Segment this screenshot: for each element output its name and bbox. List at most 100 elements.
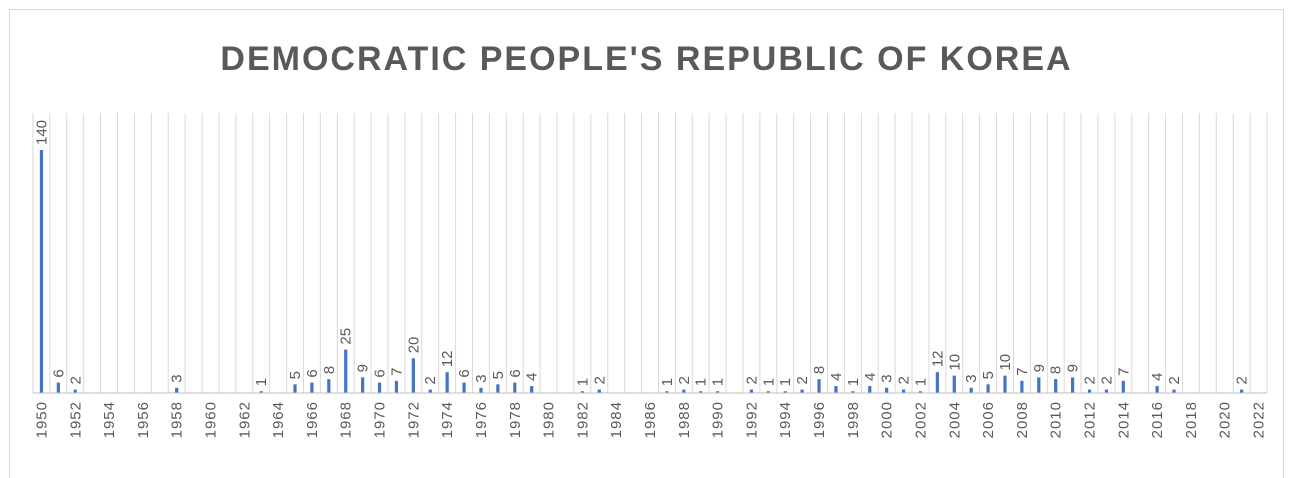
tick-label-2014: 2014 bbox=[1115, 401, 1132, 438]
data-label-2013: 2 bbox=[1098, 376, 1115, 384]
data-label-1975: 6 bbox=[456, 369, 473, 377]
data-label-2003: 12 bbox=[929, 350, 946, 367]
bar-1951 bbox=[56, 382, 60, 393]
tick-label-2020: 2020 bbox=[1217, 401, 1234, 438]
tick-label-2002: 2002 bbox=[912, 401, 929, 438]
data-label-2004: 10 bbox=[946, 354, 963, 371]
bar-1997 bbox=[834, 386, 838, 393]
bar-1974 bbox=[445, 372, 449, 393]
chart-frame bbox=[9, 9, 1284, 478]
chart-title: DEMOCRATIC PEOPLE'S REPUBLIC OF KOREA bbox=[220, 40, 1073, 78]
tick-label-1972: 1972 bbox=[405, 401, 422, 438]
tick-label-1960: 1960 bbox=[202, 401, 219, 438]
tick-label-1952: 1952 bbox=[67, 401, 84, 438]
data-label-1977: 5 bbox=[490, 371, 507, 379]
bar-2007 bbox=[1003, 375, 1007, 393]
data-label-1994: 1 bbox=[777, 378, 794, 386]
bar-2000 bbox=[885, 387, 889, 393]
data-label-1951: 6 bbox=[50, 369, 67, 377]
data-label-1970: 6 bbox=[372, 369, 389, 377]
bar-2006 bbox=[986, 384, 990, 393]
bar-1982 bbox=[580, 391, 584, 393]
bars bbox=[39, 150, 1244, 393]
data-label-1973: 2 bbox=[422, 376, 439, 384]
tick-label-1980: 1980 bbox=[541, 401, 558, 438]
data-label-1978: 6 bbox=[507, 369, 524, 377]
tick-label-1976: 1976 bbox=[473, 401, 490, 438]
bar-2009 bbox=[1037, 377, 1041, 393]
data-label-1988: 2 bbox=[676, 376, 693, 384]
data-label-2009: 9 bbox=[1031, 364, 1048, 372]
data-label-1989: 1 bbox=[693, 378, 710, 386]
x-axis-ticks: 1950 1952 1954 1956 1958 1960 1962 1964 1966 1968… bbox=[33, 401, 1267, 438]
data-label-1979: 4 bbox=[524, 373, 541, 381]
bar-1965 bbox=[293, 384, 297, 393]
tick-label-1974: 1974 bbox=[439, 401, 456, 438]
bar-1987 bbox=[665, 391, 669, 393]
data-label-2012: 2 bbox=[1082, 376, 1099, 384]
bar-1996 bbox=[817, 379, 821, 393]
bar-1963 bbox=[259, 391, 263, 393]
data-label-1999: 4 bbox=[862, 373, 879, 381]
data-label-1997: 4 bbox=[828, 373, 845, 381]
data-label-1992: 2 bbox=[743, 376, 760, 384]
bar-2013 bbox=[1104, 389, 1109, 393]
tick-label-1998: 1998 bbox=[845, 401, 862, 438]
data-label-2014: 7 bbox=[1115, 368, 1132, 376]
data-label-1971: 7 bbox=[388, 368, 405, 376]
tick-label-1950: 1950 bbox=[33, 401, 50, 438]
bar-2010 bbox=[1054, 379, 1058, 393]
bar-2016 bbox=[1155, 386, 1159, 393]
tick-label-1966: 1966 bbox=[304, 401, 321, 438]
data-label-1968: 25 bbox=[338, 328, 355, 345]
bar-1950 bbox=[39, 150, 44, 393]
data-label-1963: 1 bbox=[253, 378, 270, 386]
bar-1983 bbox=[597, 389, 601, 393]
data-label-1950: 140 bbox=[33, 120, 50, 145]
tick-label-1968: 1968 bbox=[338, 401, 355, 438]
bar-1979 bbox=[530, 386, 534, 393]
bar-1999 bbox=[868, 386, 872, 393]
data-label-2000: 3 bbox=[879, 374, 896, 382]
data-label-2010: 8 bbox=[1048, 366, 1065, 374]
tick-label-2010: 2010 bbox=[1048, 401, 1065, 438]
tick-label-1956: 1956 bbox=[135, 401, 152, 438]
bar-2001 bbox=[901, 389, 906, 393]
data-label-2002: 1 bbox=[912, 378, 929, 386]
tick-label-1970: 1970 bbox=[372, 401, 389, 438]
data-label-2008: 7 bbox=[1014, 368, 1031, 376]
bar-1966 bbox=[310, 382, 314, 393]
bar-2011 bbox=[1071, 377, 1075, 393]
tick-label-1994: 1994 bbox=[777, 401, 794, 438]
bar-1995 bbox=[800, 389, 804, 393]
tick-label-1990: 1990 bbox=[710, 401, 727, 438]
tick-label-2012: 2012 bbox=[1082, 401, 1099, 438]
tick-label-2008: 2008 bbox=[1014, 401, 1031, 438]
data-label-1952: 2 bbox=[67, 376, 84, 384]
tick-label-1988: 1988 bbox=[676, 401, 693, 438]
gridlines bbox=[32, 113, 1268, 393]
data-label-1965: 5 bbox=[287, 371, 304, 379]
bar-1992 bbox=[749, 389, 754, 393]
bar-2012 bbox=[1087, 389, 1092, 393]
tick-label-1982: 1982 bbox=[574, 401, 591, 438]
tick-label-2000: 2000 bbox=[879, 401, 896, 438]
tick-label-2006: 2006 bbox=[980, 401, 997, 438]
bar-1968 bbox=[344, 349, 348, 393]
tick-label-1962: 1962 bbox=[236, 401, 253, 438]
tick-label-1964: 1964 bbox=[270, 401, 287, 438]
bar-2004 bbox=[952, 375, 956, 393]
data-label-1974: 12 bbox=[439, 350, 456, 367]
data-label-1972: 20 bbox=[405, 337, 422, 354]
bar-2008 bbox=[1020, 380, 1024, 393]
data-label-1983: 2 bbox=[591, 376, 608, 384]
bar-2014 bbox=[1121, 380, 1125, 393]
data-label-2016: 4 bbox=[1149, 373, 1166, 381]
tick-label-1984: 1984 bbox=[608, 401, 625, 438]
bar-2003 bbox=[935, 372, 939, 393]
bar-1975 bbox=[462, 382, 466, 393]
bar-1971 bbox=[394, 380, 399, 393]
bar-1978 bbox=[513, 382, 517, 393]
data-label-2005: 3 bbox=[963, 374, 980, 382]
